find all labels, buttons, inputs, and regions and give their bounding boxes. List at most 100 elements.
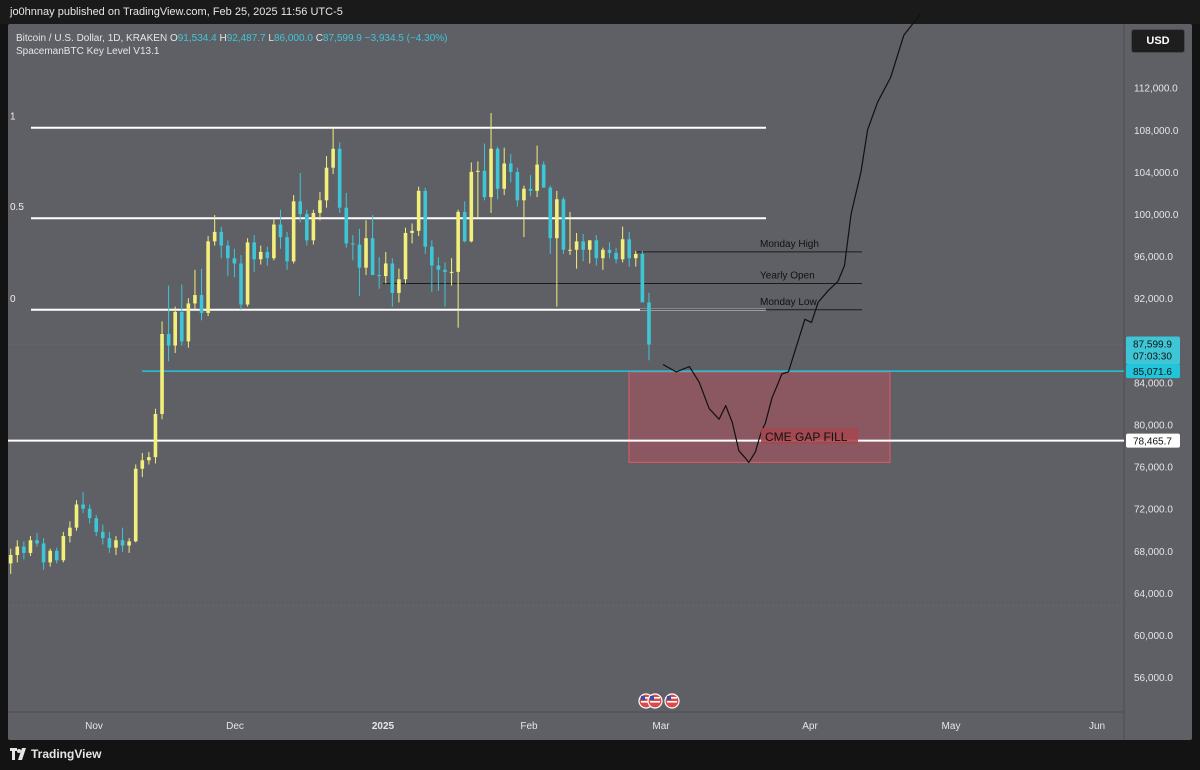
- y-axis-tick-label: 72,000.0: [1134, 505, 1173, 516]
- candle-up: [416, 186, 421, 237]
- candle-up: [74, 500, 79, 531]
- chart-area[interactable]: [8, 24, 1192, 740]
- candle-down: [462, 201, 467, 243]
- candle-body: [568, 249, 572, 251]
- y-axis-tick-label: 96,000.0: [1134, 252, 1173, 263]
- candle-body: [101, 531, 105, 539]
- candle-body: [305, 214, 309, 241]
- candle-body: [522, 188, 526, 201]
- indicator-name[interactable]: SpacemanBTC Key Level V13.1: [16, 46, 160, 57]
- candle-body: [390, 263, 395, 293]
- candle-up: [331, 126, 335, 175]
- candle-down: [528, 175, 533, 197]
- candle-body: [258, 251, 263, 260]
- candle-body: [272, 224, 276, 259]
- candle-body: [193, 295, 197, 304]
- candle-body: [22, 546, 26, 553]
- candle-body: [489, 148, 493, 198]
- open-value: 91,534.4: [177, 33, 217, 44]
- candle-up: [245, 238, 250, 307]
- candle-body: [61, 536, 66, 561]
- candle-up: [555, 190, 559, 307]
- candle-body: [219, 231, 224, 246]
- y-axis-tick-label: 64,000.0: [1134, 589, 1173, 600]
- flag-stripe: [650, 701, 660, 703]
- candle-body: [35, 540, 39, 544]
- candle-up: [206, 236, 210, 317]
- candle-body: [173, 311, 177, 346]
- candle-up: [127, 538, 131, 553]
- flag-stripe: [641, 697, 651, 699]
- candle-down: [495, 146, 500, 200]
- candle-body: [430, 246, 434, 266]
- candle-up: [258, 245, 263, 265]
- candle-body: [324, 167, 329, 201]
- candle-body: [383, 263, 388, 277]
- current-price-box: [1126, 336, 1180, 365]
- candle-down: [614, 247, 618, 264]
- currency-button[interactable]: USD: [1131, 29, 1185, 53]
- current-price-label: 87,599.9: [1133, 340, 1172, 351]
- flag-canton: [641, 696, 645, 700]
- candle-body: [41, 543, 46, 563]
- candle-body: [607, 249, 612, 253]
- candle-down: [370, 215, 375, 276]
- key-level-label: Yearly Open: [760, 270, 815, 281]
- candle-body: [627, 239, 632, 259]
- candle-body: [377, 275, 381, 277]
- candle-down: [515, 167, 520, 207]
- candle-body: [94, 518, 99, 532]
- y-axis-tick-label: 60,000.0: [1134, 631, 1173, 642]
- candle-up: [410, 223, 414, 244]
- candle-body: [48, 550, 52, 563]
- candle-up: [587, 240, 592, 264]
- candle-up: [272, 219, 276, 261]
- candle-up: [133, 464, 138, 543]
- x-axis-tick-label: Dec: [226, 721, 244, 732]
- candle-down: [94, 515, 99, 537]
- candle-body: [133, 468, 138, 542]
- candle-body: [535, 164, 539, 191]
- candle-down: [101, 524, 105, 545]
- close-value: 87,599.9: [322, 33, 362, 44]
- candle-up: [212, 215, 217, 246]
- candle-up: [140, 452, 145, 478]
- candle-down: [443, 262, 447, 307]
- candle-body: [28, 540, 33, 553]
- x-axis-tick-label: Apr: [802, 721, 818, 732]
- candle-down: [436, 257, 441, 291]
- x-axis-tick-label: Nov: [85, 721, 103, 732]
- candle-down: [22, 541, 26, 560]
- candle-up: [403, 227, 408, 284]
- top-bar: jo0hnnay published on TradingView.com, F…: [0, 0, 1200, 24]
- candle-body: [212, 231, 217, 242]
- candle-body: [160, 333, 164, 414]
- candle-body: [620, 239, 625, 260]
- candle-body: [153, 413, 158, 458]
- candle-body: [634, 253, 638, 259]
- candle-up: [153, 408, 158, 464]
- candle-body: [252, 242, 256, 260]
- candle-down: [337, 142, 342, 213]
- candle-body: [370, 238, 375, 276]
- candle-up: [634, 250, 638, 267]
- candle-up: [574, 232, 579, 269]
- candle-down: [647, 292, 651, 361]
- candle-body: [8, 555, 13, 564]
- candle-up: [324, 156, 329, 208]
- white-level-price-box: [1126, 433, 1180, 448]
- tradingview-logo[interactable]: TradingView: [10, 747, 101, 761]
- candle-body: [318, 200, 322, 213]
- candle-body: [179, 311, 184, 342]
- symbol-name[interactable]: Bitcoin / U.S. Dollar, 1D, KRAKEN: [16, 33, 168, 44]
- candle-body: [206, 241, 210, 313]
- candle-down: [351, 235, 355, 261]
- candle-down: [627, 231, 632, 267]
- us-flag-icon: [647, 693, 663, 709]
- candle-down: [35, 532, 39, 547]
- candle-up: [469, 162, 474, 243]
- candle-up: [476, 161, 480, 218]
- candle-body: [337, 148, 342, 208]
- candle-down: [377, 257, 381, 289]
- candle-down: [640, 250, 645, 303]
